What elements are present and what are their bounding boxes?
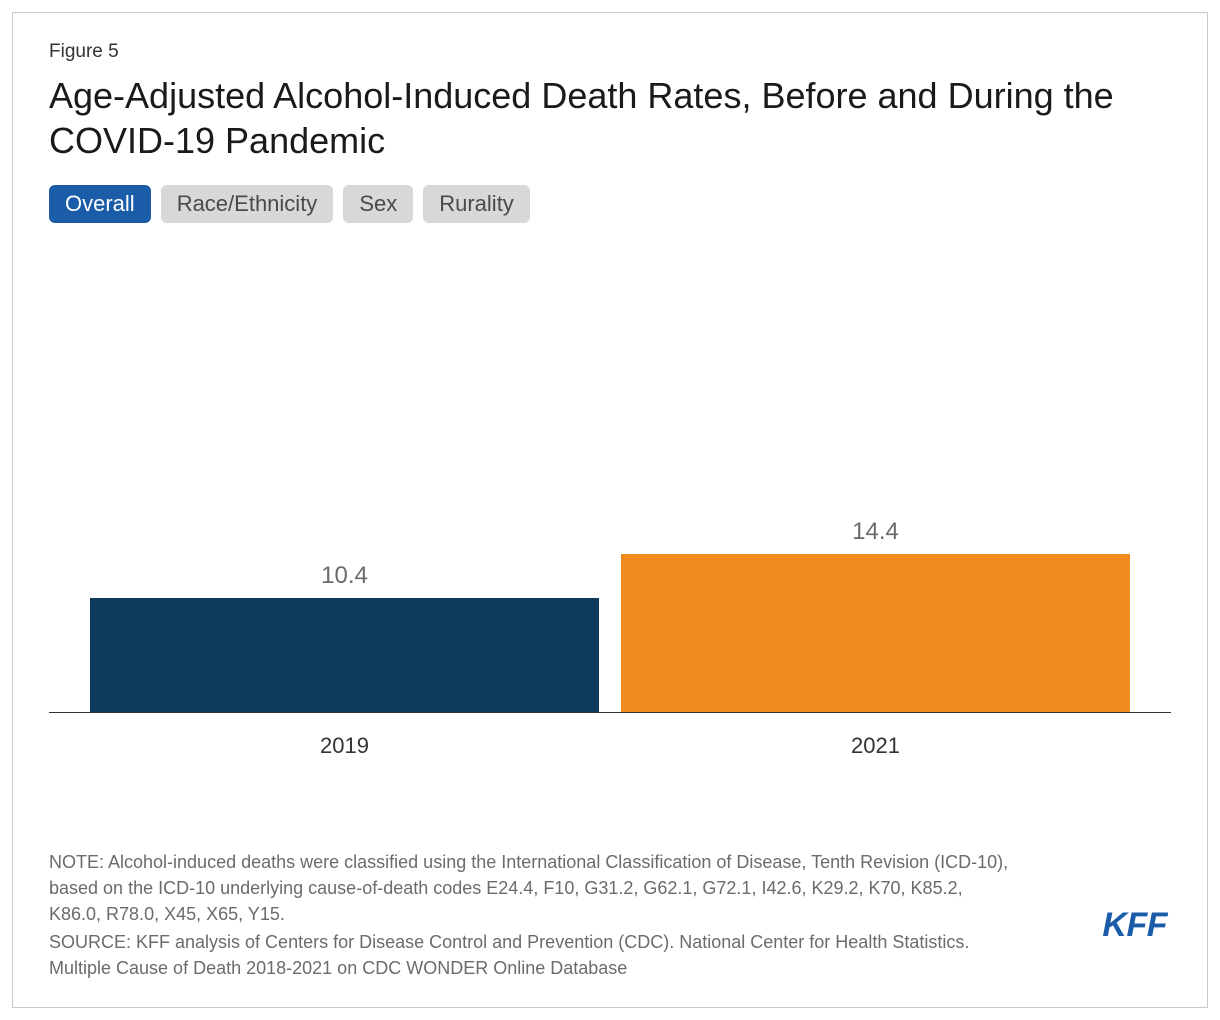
- bar-rect-2019: [90, 598, 600, 712]
- bar-value-2019: 10.4: [321, 562, 368, 590]
- footer-note: NOTE: Alcohol-induced deaths were classi…: [49, 849, 1009, 927]
- figure-label: Figure 5: [49, 41, 1171, 63]
- plot-area: 10.4 14.4 2019 2021: [49, 253, 1171, 773]
- bar-group-2019: 10.4: [90, 562, 600, 712]
- footer-source: SOURCE: KFF analysis of Centers for Dise…: [49, 929, 1009, 981]
- bar-value-2021: 14.4: [852, 518, 899, 546]
- chart-container: Figure 5 Age-Adjusted Alcohol-Induced De…: [12, 12, 1208, 1008]
- x-label-2021: 2021: [621, 733, 1131, 759]
- bar-group-2021: 14.4: [621, 518, 1131, 712]
- x-label-2019: 2019: [90, 733, 600, 759]
- footer-text: NOTE: Alcohol-induced deaths were classi…: [49, 849, 1009, 983]
- chart-title: Age-Adjusted Alcohol-Induced Death Rates…: [49, 73, 1171, 163]
- tabs-row: Overall Race/Ethnicity Sex Rurality: [49, 185, 1171, 223]
- bar-rect-2021: [621, 554, 1131, 712]
- kff-logo: KFF: [1102, 906, 1171, 983]
- chart-footer: NOTE: Alcohol-induced deaths were classi…: [49, 849, 1171, 983]
- tab-overall[interactable]: Overall: [49, 185, 151, 223]
- bars-wrapper: 10.4 14.4: [49, 273, 1171, 713]
- tab-rurality[interactable]: Rurality: [423, 185, 530, 223]
- x-axis-labels: 2019 2021: [49, 733, 1171, 759]
- tab-sex[interactable]: Sex: [343, 185, 413, 223]
- tab-race-ethnicity[interactable]: Race/Ethnicity: [161, 185, 334, 223]
